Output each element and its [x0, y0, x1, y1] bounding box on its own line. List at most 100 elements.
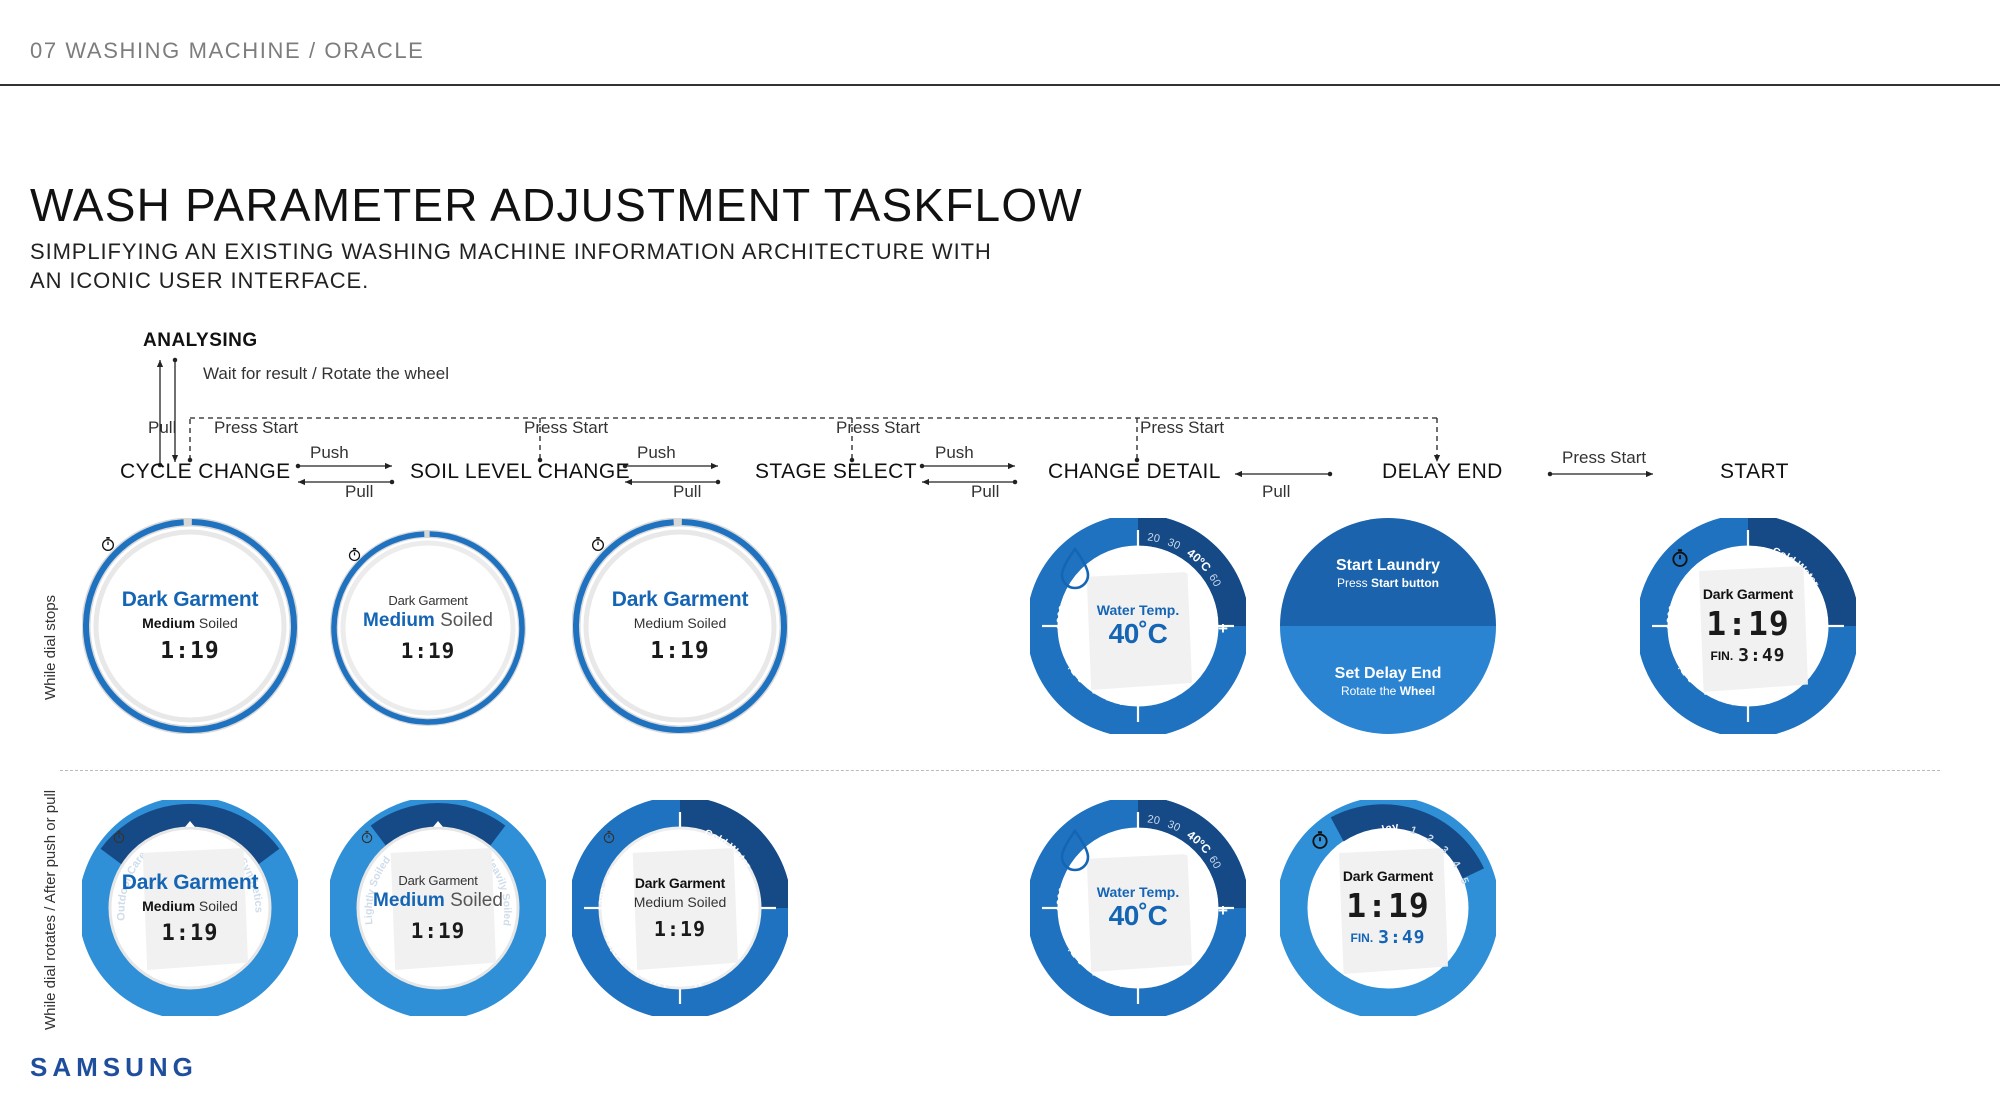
- tick-20: 20: [1147, 813, 1161, 827]
- samsung-logo: SAMSUNG: [30, 1052, 198, 1082]
- dial-stage-select[interactable]: Dark Garment Medium Soiled 1:19: [572, 518, 788, 734]
- dial-change-detail-rotating[interactable]: 1200 rpm 2 Rinses Normal Wash 20 30 40ºC…: [1030, 800, 1246, 1016]
- soil-rest: Soiled: [195, 615, 238, 631]
- svg-text:4: 4: [1449, 859, 1462, 871]
- start-laundry-option[interactable]: Start Laundry Press Start button: [1280, 518, 1496, 626]
- dial-time-readout: 1:19: [102, 537, 220, 664]
- dial-garment-label: Dark Garment: [634, 875, 726, 891]
- dial-cycle-change-rotating[interactable]: Dark Garment Outdoor Care Synthetics Dar…: [82, 800, 298, 1016]
- svg-text:20: 20: [1147, 531, 1161, 545]
- page-title: WASH PARAMETER ADJUSTMENT TASKFLOW: [30, 179, 1083, 231]
- water-temp-value: 40˚C: [1108, 900, 1168, 931]
- flow-pull-3: Pull: [971, 482, 1000, 501]
- ring-number-1: 1: [1409, 824, 1419, 837]
- svg-text:5: 5: [1458, 876, 1471, 886]
- breadcrumb: 07 WASHING MACHINE / ORACLE: [30, 38, 425, 63]
- water-temp-label: Water Temp.: [1096, 884, 1180, 900]
- dial-time-readout: 1:19: [603, 830, 706, 941]
- dial-soil-label: Medium Soiled: [633, 615, 727, 631]
- plus-sign: +: [1218, 901, 1228, 920]
- dial-garment-label: Dark Garment: [1702, 586, 1794, 602]
- ring-number-4: 4: [1449, 859, 1462, 871]
- stopwatch-icon: [102, 537, 114, 551]
- flow-analysing-label: ANALYSING: [143, 330, 258, 351]
- tick-20: 20: [1147, 531, 1161, 545]
- time-digits: 1:19: [1706, 604, 1790, 643]
- dial-time-readout: 1:19: [1672, 549, 1790, 643]
- fin-digits: 3:49: [1378, 927, 1426, 948]
- flow-pull-analysing: Pull: [148, 418, 177, 437]
- page-subtitle: SIMPLIFYING AN EXISTING WASHING MACHINE …: [30, 237, 992, 296]
- water-temp-label: Water Temp.: [1096, 602, 1180, 618]
- row-label-dial-stops: While dial stops: [42, 594, 59, 700]
- dial-garment-label: Dark Garment: [121, 588, 259, 611]
- dial-garment-label: Dark Garment: [611, 588, 749, 611]
- tick-30: 30: [1166, 536, 1182, 552]
- svg-text:20: 20: [1147, 813, 1161, 827]
- dial-garment-label: Dark Garment: [121, 870, 259, 894]
- fin-label: FIN.: [1350, 930, 1374, 945]
- dial-soil-label: Medium Soiled: [142, 897, 238, 914]
- svg-text:2: 2: [1424, 832, 1435, 845]
- dial-soil-label: Medium Soiled: [142, 615, 238, 631]
- flow-pull-4: Pull: [1262, 482, 1291, 501]
- stopwatch-icon: [1312, 831, 1328, 849]
- dial-delay-end[interactable]: Start Laundry Press Start button Set Del…: [1280, 518, 1496, 734]
- start-laundry-sub: Press Start button: [1336, 576, 1439, 590]
- header-divider: [0, 84, 2000, 86]
- flow-press-start-1: Press Start: [214, 418, 299, 437]
- dial-cycle-change[interactable]: Dark Garment Medium Soiled 1:19: [82, 518, 298, 734]
- dial-change-detail[interactable]: 1200 rpm 2 Rinses Normal Wash 20 30 40ºC…: [1030, 518, 1246, 734]
- soil-bold: Medium: [363, 610, 435, 631]
- flow-pull-2: Pull: [673, 482, 702, 501]
- subtitle-line-2: AN ICONIC USER INTERFACE.: [30, 268, 370, 294]
- dial-soil-level-change[interactable]: Dark Garment Medium Soiled 1:19: [330, 530, 526, 726]
- ring-number-5: 5: [1458, 876, 1471, 886]
- subtitle-line-1: SIMPLIFYING AN EXISTING WASHING MACHINE …: [30, 239, 992, 264]
- water-drop-icon: [1060, 546, 1090, 590]
- time-digits: 1:19: [161, 920, 219, 946]
- start-laundry-title: Start Laundry: [1335, 557, 1440, 574]
- stopwatch-icon: [348, 547, 361, 562]
- dial-garment-label: Dark Garment: [1342, 868, 1434, 884]
- row-label-dial-rotates: While dial rotates / After push or pull: [42, 789, 59, 1030]
- dial-soil-label: Medium Soiled: [633, 894, 727, 910]
- dial-time-readout: 1:19: [1312, 831, 1430, 925]
- flow-push-3: Push: [935, 443, 974, 462]
- flow-pull-1: Pull: [345, 482, 374, 501]
- water-temp-value: 40˚C: [1108, 618, 1168, 649]
- soil-rest: Soiled: [434, 610, 493, 631]
- dial-delay-end-rotating[interactable]: No Delay 1 2 3 4 5 Dark Garment: [1280, 800, 1496, 1016]
- svg-text:1: 1: [1409, 824, 1419, 837]
- set-delay-title: Set Delay End: [1334, 665, 1442, 682]
- stopwatch-icon: [1672, 549, 1688, 567]
- set-delay-end-option[interactable]: Set Delay End Rotate the Wheel: [1280, 519, 1496, 734]
- time-digits: 1:19: [410, 919, 466, 943]
- dial-soil-level-change-rotating[interactable]: Medium Soiled Lightly Soiled Heavily Soi…: [330, 800, 546, 1016]
- dial-soil-label: Medium Soiled: [373, 890, 503, 911]
- dial-garment-label: Dark Garment: [388, 593, 468, 608]
- flow-analysing-note: Wait for result / Rotate the wheel: [203, 364, 449, 383]
- flow-state-start[interactable]: START: [1720, 460, 1789, 483]
- fin-digits: 3:49: [1738, 645, 1786, 666]
- dial-finish-readout: FIN. 3:49: [1710, 645, 1785, 666]
- dial-time-readout: 1:19: [361, 830, 466, 943]
- flow-press-start-2: Press Start: [524, 418, 609, 437]
- dial-stage-select-rotating[interactable]: 1200 rpm 2 Rinses Normal Wash Cold Water…: [572, 800, 788, 1016]
- dial-garment-label: Dark Garment: [398, 873, 478, 888]
- dial-start[interactable]: 1200 rpm 2 Rinses Normal Wash Cold Water…: [1640, 518, 1856, 734]
- flow-state-change-detail[interactable]: CHANGE DETAIL: [1048, 460, 1221, 483]
- flow-state-cycle-change[interactable]: CYCLE CHANGE: [120, 460, 291, 483]
- time-digits: 1:19: [160, 638, 220, 664]
- stopwatch-icon: [361, 830, 373, 844]
- delay-clock-icon: [1282, 519, 1302, 540]
- time-digits: 1:19: [1346, 886, 1430, 925]
- flow-state-stage-select[interactable]: STAGE SELECT: [755, 460, 917, 483]
- dial-finish-readout: FIN. 3:49: [1350, 927, 1425, 948]
- flow-state-delay-end[interactable]: DELAY END: [1382, 460, 1503, 483]
- flow-press-start-4: Press Start: [1140, 418, 1225, 437]
- soil-bold: Medium: [142, 615, 196, 631]
- flow-state-soil-level-change[interactable]: SOIL LEVEL CHANGE: [410, 460, 630, 483]
- dial-time-readout: 1:19: [113, 830, 219, 946]
